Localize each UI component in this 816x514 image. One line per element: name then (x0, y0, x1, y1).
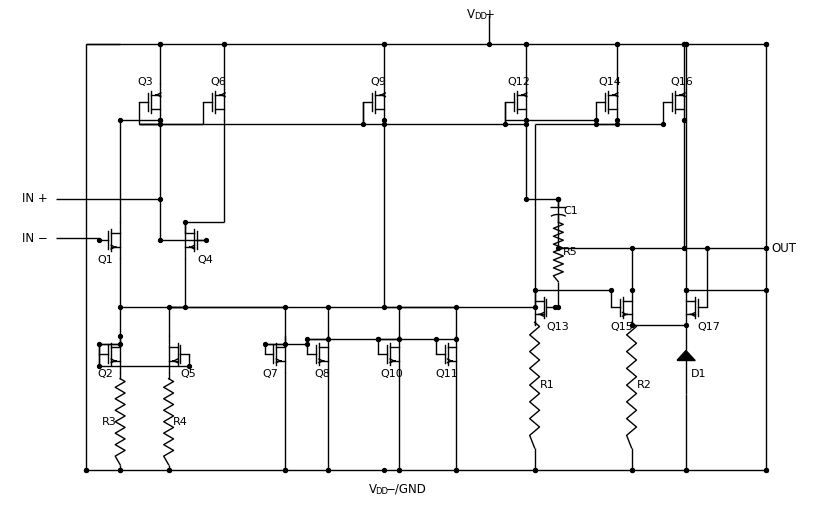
Polygon shape (677, 351, 695, 360)
Text: Q2: Q2 (97, 369, 113, 379)
Text: C1: C1 (563, 206, 578, 215)
Text: +: + (486, 8, 495, 21)
Text: Q3: Q3 (137, 77, 153, 87)
Text: Q12: Q12 (507, 77, 530, 87)
Text: IN +: IN + (22, 192, 48, 205)
Text: Q8: Q8 (314, 369, 330, 379)
Text: −/GND: −/GND (386, 483, 427, 496)
Text: R3: R3 (102, 417, 117, 427)
Text: R4: R4 (172, 417, 188, 427)
Text: V: V (369, 483, 376, 496)
Text: IN −: IN − (22, 232, 48, 245)
Text: Q9: Q9 (370, 77, 386, 87)
Text: V: V (468, 8, 476, 21)
Text: Q17: Q17 (698, 322, 721, 332)
Text: DD: DD (474, 12, 487, 21)
Text: Q14: Q14 (598, 77, 621, 87)
Text: DD: DD (375, 487, 388, 496)
Text: R5: R5 (563, 247, 578, 257)
Text: Q7: Q7 (263, 369, 278, 379)
Text: R1: R1 (539, 380, 554, 390)
Text: D1: D1 (691, 369, 707, 379)
Text: R2: R2 (636, 380, 651, 390)
Text: Q1: Q1 (97, 255, 113, 265)
Text: Q15: Q15 (611, 322, 633, 332)
Text: Q11: Q11 (436, 369, 459, 379)
Text: Q5: Q5 (180, 369, 196, 379)
Text: Q10: Q10 (380, 369, 403, 379)
Text: OUT: OUT (771, 242, 796, 254)
Text: Q6: Q6 (211, 77, 226, 87)
Text: Q13: Q13 (547, 322, 570, 332)
Text: Q4: Q4 (197, 255, 213, 265)
Text: Q16: Q16 (670, 77, 693, 87)
